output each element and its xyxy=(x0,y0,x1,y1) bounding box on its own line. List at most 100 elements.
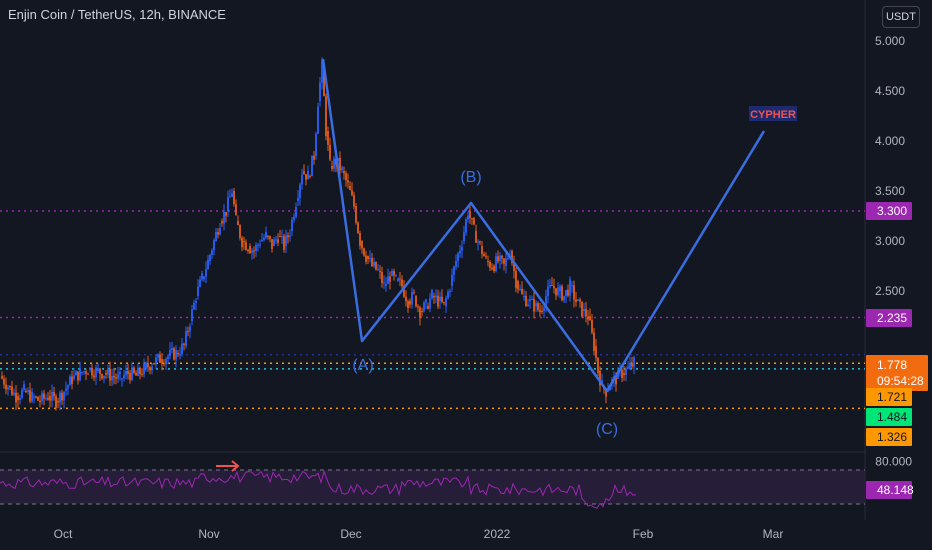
candle-body xyxy=(483,253,485,257)
candle-body xyxy=(295,206,297,217)
candle-body xyxy=(381,271,383,284)
cypher-pattern: (A) (B) (C) CYPHER xyxy=(321,58,797,438)
candle-body xyxy=(157,354,159,358)
candle-body xyxy=(255,245,257,251)
candle-body xyxy=(457,253,459,261)
candle-body xyxy=(15,392,17,403)
candle-body xyxy=(259,244,261,246)
candle-body xyxy=(33,396,35,398)
candle-body xyxy=(559,286,561,291)
currency-selector[interactable]: USDT xyxy=(882,6,920,28)
candle-body xyxy=(575,299,577,303)
candle-body xyxy=(265,232,267,238)
price-axis[interactable]: 5.000 4.500 4.000 3.500 3.000 2.500 80.000 xyxy=(875,34,912,469)
candle-body xyxy=(37,396,39,401)
candle-body xyxy=(7,387,9,390)
candle-body xyxy=(49,396,51,401)
candles xyxy=(1,57,635,411)
candle-body xyxy=(65,388,67,391)
candle-body xyxy=(101,373,103,379)
chart-title: Enjin Coin / TetherUS, 12h, BINANCE xyxy=(8,7,226,22)
candle-body xyxy=(55,396,57,408)
candle-body xyxy=(223,211,225,224)
candle-body xyxy=(11,386,13,395)
candle-body xyxy=(367,256,369,260)
candle-body xyxy=(495,256,497,271)
candle-body xyxy=(89,367,91,369)
candle-body xyxy=(103,375,105,379)
candle-body xyxy=(385,284,387,286)
candle-body xyxy=(519,288,521,290)
candle-body xyxy=(137,367,139,376)
candle-body xyxy=(153,363,155,365)
candle-body xyxy=(331,166,333,169)
time-axis[interactable]: Oct Nov Dec 2022 Feb Mar xyxy=(54,527,784,541)
candle-body xyxy=(397,278,399,281)
candle-body xyxy=(599,371,601,386)
candle-body xyxy=(531,299,533,301)
candle-body xyxy=(125,370,127,376)
candle-body xyxy=(487,261,489,263)
candle-body xyxy=(407,301,409,308)
candle-body xyxy=(263,237,265,240)
candle-body xyxy=(579,299,581,302)
candle-body xyxy=(447,291,449,299)
candle-body xyxy=(587,316,589,320)
candle-body xyxy=(547,286,549,296)
candle-body xyxy=(27,390,29,392)
candle-body xyxy=(229,196,231,198)
candle-body xyxy=(411,292,413,305)
candle-body xyxy=(269,236,271,240)
candle-body xyxy=(539,309,541,313)
candle-body xyxy=(319,82,321,101)
candle-body xyxy=(479,241,481,243)
candle-body xyxy=(191,309,193,321)
candle-body xyxy=(19,397,21,401)
candle-body xyxy=(421,311,423,312)
candle-body xyxy=(325,96,327,137)
candle-body xyxy=(309,176,311,177)
candle-body xyxy=(123,375,125,379)
candle-body xyxy=(473,218,475,225)
candle-body xyxy=(455,260,457,267)
candle-body xyxy=(631,363,633,367)
candle-body xyxy=(327,131,329,145)
candle-body xyxy=(105,373,107,375)
candle-body xyxy=(513,263,515,271)
candle-body xyxy=(627,366,629,369)
candle-body xyxy=(379,271,381,272)
candle-body xyxy=(53,391,55,397)
candle-body xyxy=(449,291,451,293)
candle-body xyxy=(275,239,277,241)
price-level-label: 2.235 xyxy=(877,311,907,325)
rsi-tick: 80.000 xyxy=(875,455,912,469)
candle-body xyxy=(177,353,179,355)
candle-body xyxy=(389,276,391,282)
candle-body xyxy=(287,235,289,238)
candle-body xyxy=(633,357,635,367)
candle-body xyxy=(205,269,207,277)
candle-body xyxy=(97,368,99,371)
candle-body xyxy=(217,232,219,235)
price-level-box xyxy=(866,202,912,220)
candle-body xyxy=(371,257,373,266)
price-labels: 3.3002.2351.8631.77809:54:281.7211.4841.… xyxy=(866,202,928,499)
candle-body xyxy=(597,357,599,373)
candle-body xyxy=(1,376,3,379)
candle-body xyxy=(427,306,429,309)
candle-body xyxy=(323,66,325,97)
candle-body xyxy=(569,279,571,296)
candle-body xyxy=(127,370,129,374)
candle-body xyxy=(561,286,563,301)
candle-body xyxy=(285,235,287,246)
candle-body xyxy=(145,362,147,369)
candle-body xyxy=(297,197,299,201)
candle-body xyxy=(425,299,427,303)
candle-body xyxy=(187,331,189,333)
current-price-box xyxy=(866,355,928,391)
candle-body xyxy=(69,376,71,386)
candle-body xyxy=(349,186,351,191)
candle-body xyxy=(131,367,133,381)
candle-body xyxy=(605,388,607,397)
